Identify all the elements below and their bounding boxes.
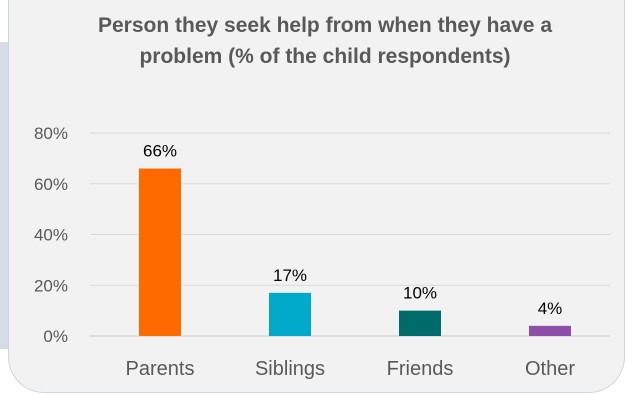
bar-siblings (269, 292, 311, 336)
value-labels: 66% 17% 10% 4% (143, 142, 562, 318)
category-label-other: Other (525, 358, 575, 380)
value-label-parents: 66% (143, 142, 177, 161)
value-label-siblings: 17% (273, 266, 307, 285)
chart-title: Person they seek help from when they hav… (98, 14, 552, 68)
y-tick-label: 80% (34, 124, 68, 143)
y-tick-label: 60% (34, 175, 68, 194)
x-axis-categories: Parents Siblings Friends Other (126, 358, 576, 380)
chart-card (8, 0, 625, 393)
bars (139, 168, 571, 336)
y-tick-label: 20% (34, 276, 68, 295)
category-label-siblings: Siblings (255, 358, 325, 380)
bar-other (529, 325, 571, 336)
category-label-parents: Parents (126, 358, 195, 380)
y-tick-label: 0% (43, 327, 68, 346)
bar-parents (139, 168, 181, 336)
y-tick-label: 40% (34, 226, 68, 245)
value-label-other: 4% (538, 299, 563, 318)
category-label-friends: Friends (387, 358, 454, 380)
bar-friends (399, 310, 441, 336)
y-axis-ticks: 0% 20% 40% 60% 80% (34, 124, 68, 346)
value-label-friends: 10% (403, 284, 437, 303)
